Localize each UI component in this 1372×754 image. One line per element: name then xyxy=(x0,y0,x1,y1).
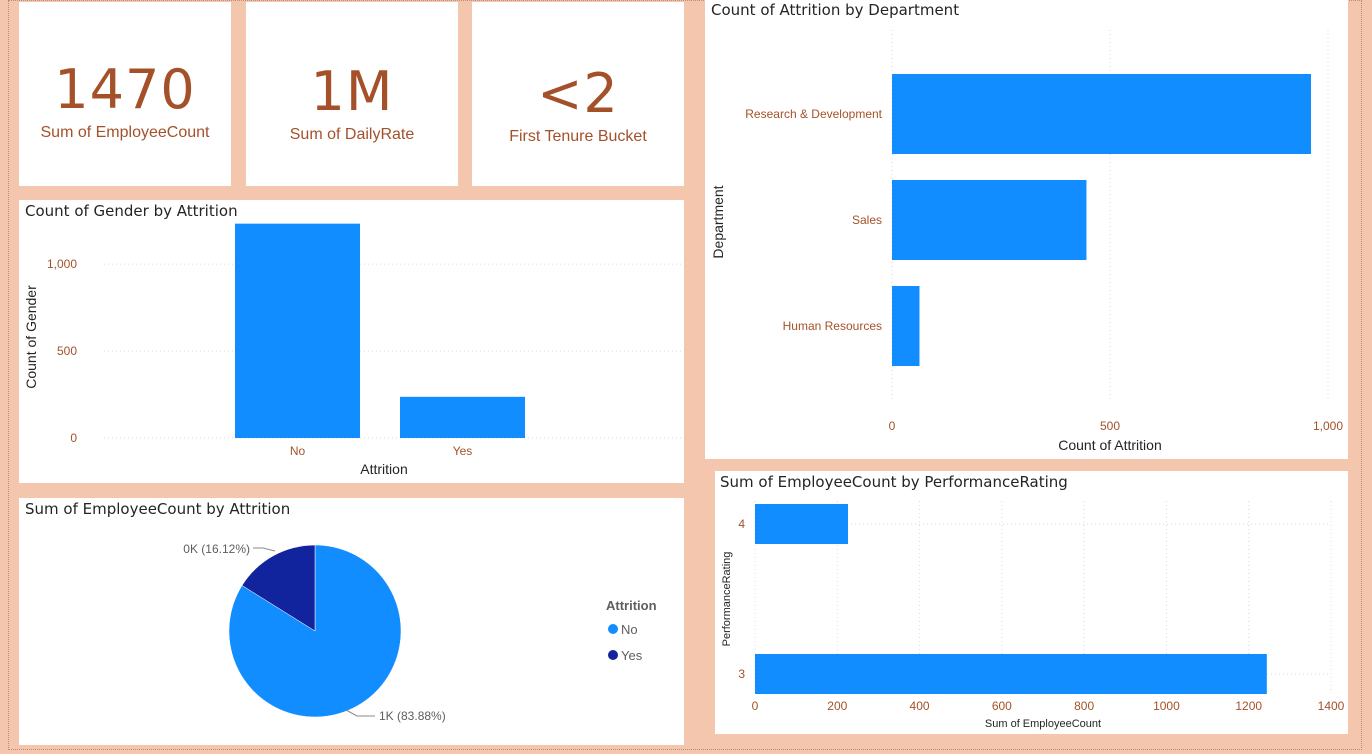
pie-slice xyxy=(241,544,316,632)
y-tick-label: Sales xyxy=(852,213,882,227)
x-tick-label: 1000 xyxy=(1153,699,1180,713)
gender-chart-svg: 0 500 1,000 No Yes Attrition Count of Gender xyxy=(23,223,682,477)
chart-employeecount-by-performance[interactable]: Sum of EmployeeCount by PerformanceRatin… xyxy=(715,471,1348,734)
x-axis-label: Sum of EmployeeCount xyxy=(985,718,1101,730)
x-tick-label: 0 xyxy=(889,419,896,433)
x-tick-label: 600 xyxy=(992,699,1012,713)
y-axis-label: Department xyxy=(710,185,726,258)
legend-label: No xyxy=(621,622,638,637)
x-tick-label: 1200 xyxy=(1235,699,1262,713)
legend-marker xyxy=(608,624,618,634)
legend-marker xyxy=(608,650,618,660)
y-tick-label: 4 xyxy=(738,517,745,531)
kpi-value: 1M xyxy=(310,60,394,123)
data-label: 1K (83.88%) xyxy=(379,709,446,723)
x-tick-label: 400 xyxy=(910,699,930,713)
kpi-label: Sum of EmployeeCount xyxy=(40,124,210,141)
x-tick-label: 500 xyxy=(1100,419,1120,433)
legend-title: Attrition xyxy=(606,598,657,613)
chart-title: Count of Attrition by Department xyxy=(711,1,960,19)
y-tick-label: 500 xyxy=(57,344,77,358)
performance-chart-svg: 0 200 400 600 800 1000 1200 1400 4 3 Sum of Employ… xyxy=(721,501,1345,730)
y-axis-label: PerformanceRating xyxy=(721,552,733,647)
kpi-label: Sum of DailyRate xyxy=(289,126,415,143)
kpi-card-employee-count[interactable]: 1470 Sum of EmployeeCount xyxy=(19,2,231,186)
chart-title: Sum of EmployeeCount by PerformanceRatin… xyxy=(720,473,1068,491)
x-tick-label: No xyxy=(290,444,306,458)
y-tick-label: 1,000 xyxy=(47,257,77,271)
y-tick-label: 0 xyxy=(70,431,77,445)
data-label: 0K (16.12%) xyxy=(183,542,250,556)
bar xyxy=(892,180,1087,260)
x-axis-label: Attrition xyxy=(360,461,407,477)
chart-employeecount-by-attrition[interactable]: Sum of EmployeeCount by Attrition 1K (83… xyxy=(19,498,684,745)
y-tick-label: 3 xyxy=(738,667,745,681)
x-tick-label: 0 xyxy=(752,699,759,713)
x-tick-label: 800 xyxy=(1074,699,1094,713)
y-tick-label: Research & Development xyxy=(745,107,882,121)
y-tick-label: Human Resources xyxy=(783,319,882,333)
kpi-card-daily-rate[interactable]: 1M Sum of DailyRate xyxy=(246,2,458,186)
bar xyxy=(235,223,360,438)
kpi-label: First Tenure Bucket xyxy=(509,128,647,145)
bar xyxy=(755,504,848,544)
x-tick-label: 200 xyxy=(827,699,847,713)
chart-title: Count of Gender by Attrition xyxy=(25,202,238,220)
leader-line xyxy=(253,547,276,552)
bar xyxy=(755,654,1267,694)
x-tick-label: 1,000 xyxy=(1313,419,1343,433)
x-tick-label: Yes xyxy=(453,444,473,458)
chart-gender-by-attrition[interactable]: Count of Gender by Attrition 0 500 1,000 No… xyxy=(19,200,684,483)
bar xyxy=(892,286,920,366)
pie-chart-svg: 1K (83.88%) 0K (16.12%) Attrition No Yes xyxy=(183,542,657,723)
x-axis-label: Count of Attrition xyxy=(1058,437,1162,453)
department-chart-svg: 0 500 1,000 Research & Development Sales Huma… xyxy=(710,30,1343,453)
legend-label: Yes xyxy=(621,648,643,663)
y-axis-label: Count of Gender xyxy=(23,285,39,389)
bar xyxy=(892,74,1311,154)
chart-title: Sum of EmployeeCount by Attrition xyxy=(25,500,291,518)
kpi-value: <2 xyxy=(537,62,619,125)
leader-line xyxy=(345,709,375,717)
bar xyxy=(400,396,525,438)
kpi-value: 1470 xyxy=(54,58,196,121)
kpi-card-tenure-bucket[interactable]: <2 First Tenure Bucket xyxy=(472,2,684,186)
chart-attrition-by-department[interactable]: Count of Attrition by Department 0 500 1,0… xyxy=(705,0,1348,459)
x-tick-label: 1400 xyxy=(1318,699,1345,713)
